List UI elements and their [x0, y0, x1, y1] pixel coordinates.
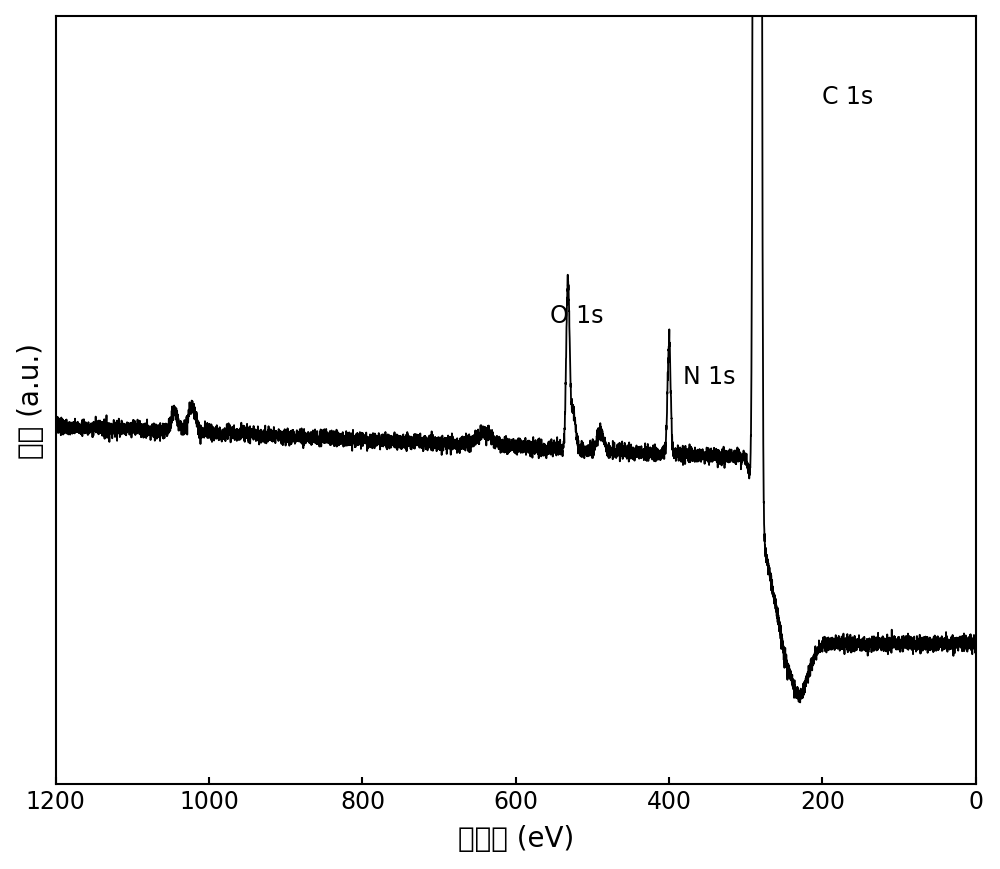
- Text: O 1s: O 1s: [550, 303, 604, 328]
- X-axis label: 结合能 (eV): 结合能 (eV): [458, 825, 574, 852]
- Text: C 1s: C 1s: [822, 85, 874, 109]
- Y-axis label: 强度 (a.u.): 强度 (a.u.): [17, 342, 45, 459]
- Text: N 1s: N 1s: [683, 365, 735, 389]
